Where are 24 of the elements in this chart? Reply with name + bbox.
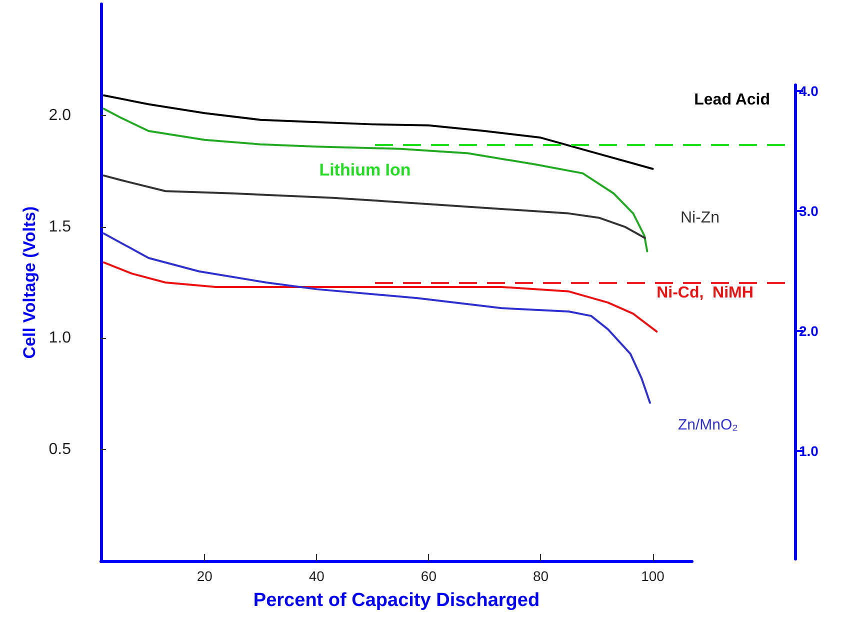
series-label: Ni-Cd, NiMH xyxy=(656,284,754,302)
x-tick-label: 100 xyxy=(641,568,665,584)
x-tick-label: 40 xyxy=(308,568,325,584)
line-series xyxy=(102,108,648,252)
y2-tick-label: 2.0 xyxy=(799,323,819,339)
x-tick-label: 20 xyxy=(196,568,213,584)
text: Zn/MnO₂ xyxy=(678,416,738,434)
y-tick-label: 2.0 xyxy=(48,106,72,124)
x-tick-label: 80 xyxy=(532,568,549,584)
y-tick-label: 1.0 xyxy=(48,330,72,347)
y-axis-title: Cell Voltage (Volts) xyxy=(20,206,39,359)
series-label: Lithium Ion xyxy=(319,160,411,180)
x-axis-title: Percent of Capacity Discharged xyxy=(253,590,540,611)
text: Lead Acid xyxy=(694,92,770,108)
y2-tick-label: 1.0 xyxy=(799,443,819,459)
text: Ni-Zn xyxy=(680,210,720,226)
y2-tick-label: 4.0 xyxy=(799,83,819,99)
line-series xyxy=(102,232,651,404)
y-tick-label: 1.5 xyxy=(48,218,72,236)
line-series xyxy=(102,261,658,333)
y2-tick-label: 3.0 xyxy=(799,203,819,219)
y-tick-label: 0.5 xyxy=(48,441,72,458)
x-tick-label: 60 xyxy=(420,568,437,584)
line-series xyxy=(102,174,646,239)
